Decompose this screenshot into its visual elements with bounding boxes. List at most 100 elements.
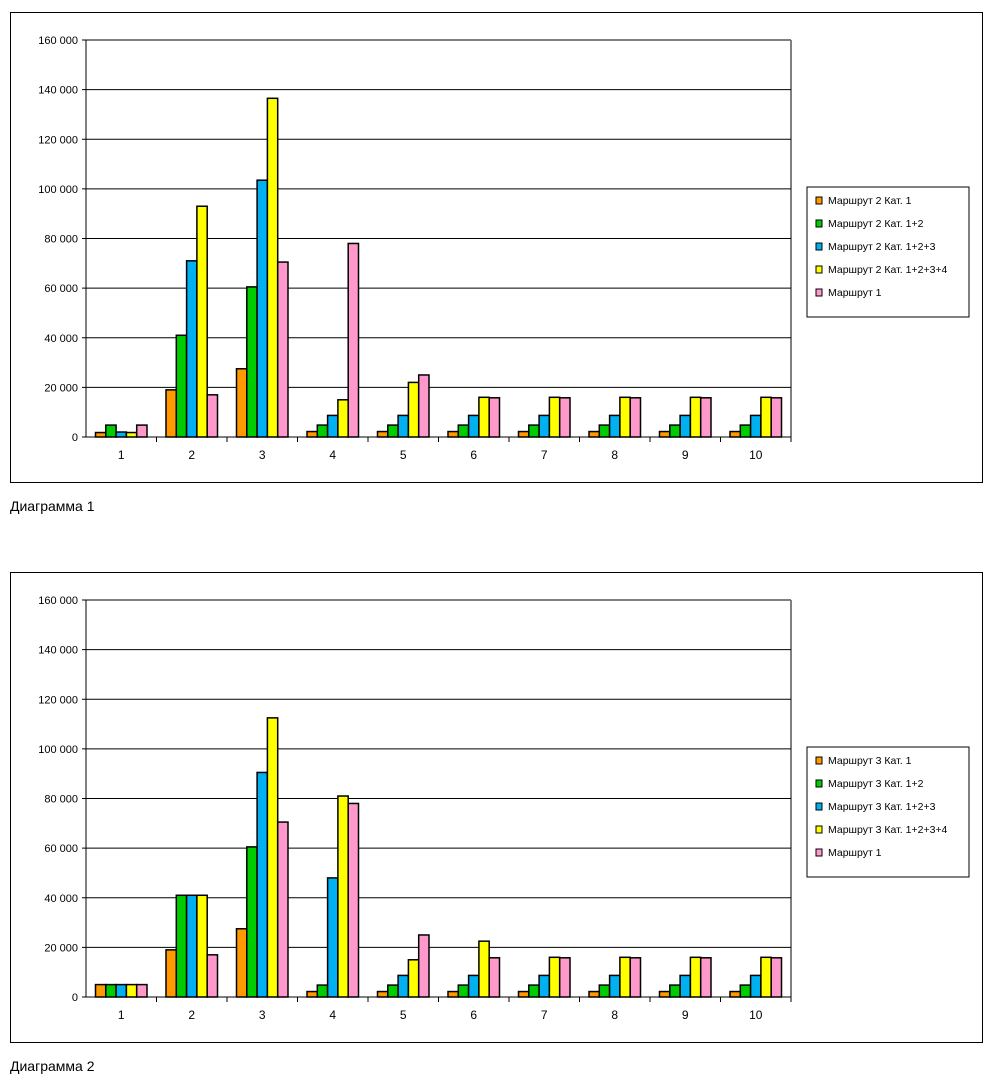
y-tick-label: 160 000 <box>38 595 78 607</box>
legend-label: Маршрут 2 Кат. 1+2+3 <box>828 241 936 253</box>
bar-1-cat-8 <box>588 990 601 998</box>
bar-3-cat-7 <box>538 974 551 998</box>
bar-3-cat-10 <box>749 414 762 438</box>
bar-2-cat-9 <box>669 984 681 998</box>
bar-3-cat-7 <box>538 414 551 438</box>
legend-label: Маршрут 3 Кат. 1+2+3+4 <box>828 824 948 836</box>
bar-4-cat-1 <box>125 983 138 998</box>
y-tick-label: 60 000 <box>44 843 78 855</box>
bar-4-cat-4 <box>337 795 349 998</box>
bar-1-cat-7 <box>517 990 530 998</box>
bar-3-cat-2 <box>185 894 198 998</box>
legend-label: Маршрут 3 Кат. 1+2+3 <box>828 801 936 813</box>
legend-label: Маршрут 2 Кат. 1+2+3+4 <box>828 264 948 276</box>
x-tick-label: 3 <box>259 448 266 462</box>
x-tick-label: 5 <box>400 448 407 462</box>
x-tick-label: 2 <box>188 448 195 462</box>
bar-3-cat-2 <box>185 260 198 438</box>
bar-5-cat-3 <box>276 821 289 998</box>
bar-3-cat-10 <box>749 974 762 998</box>
legend-box <box>806 746 970 878</box>
bar-3-cat-5 <box>397 414 410 438</box>
bar-2-cat-4 <box>316 424 329 438</box>
bar-3-cat-6 <box>467 414 480 438</box>
bar-2-cat-2 <box>175 334 188 438</box>
legend-swatch <box>815 825 823 834</box>
bar-3-cat-8 <box>608 974 621 998</box>
legend-swatch <box>815 265 823 274</box>
bar-4-cat-1 <box>125 431 138 438</box>
x-tick-label: 4 <box>329 1008 336 1022</box>
bar-4-cat-8 <box>619 396 631 438</box>
bar-5-cat-6 <box>488 957 501 998</box>
x-tick-label: 3 <box>259 1008 266 1022</box>
bar-3-cat-8 <box>608 414 621 438</box>
x-tick-label: 8 <box>611 448 618 462</box>
legend-label: Маршрут 1 <box>828 287 882 299</box>
bar-5-cat-4 <box>347 802 360 998</box>
bar-5-cat-10 <box>770 957 783 998</box>
bar-1-cat-4 <box>306 990 319 998</box>
bar-1-cat-9 <box>658 990 671 998</box>
bar-2-cat-4 <box>316 984 329 998</box>
x-tick-label: 9 <box>682 1008 689 1022</box>
bar-1-cat-6 <box>447 990 460 998</box>
y-tick-label: 20 000 <box>44 382 78 394</box>
bar-2-cat-3 <box>246 286 258 438</box>
y-tick-label: 40 000 <box>44 333 78 345</box>
bar-5-cat-2 <box>206 394 219 438</box>
bar-4-cat-9 <box>689 956 702 998</box>
bar-5-cat-10 <box>770 397 783 438</box>
bar-3-cat-1 <box>115 983 128 998</box>
x-tick-label: 7 <box>541 448 548 462</box>
bar-3-cat-3 <box>256 179 269 438</box>
bar-5-cat-1 <box>135 424 148 438</box>
bar-3-cat-4 <box>326 877 339 998</box>
y-tick-label: 80 000 <box>44 794 78 806</box>
bar-3-cat-5 <box>397 974 410 998</box>
bar-2-cat-9 <box>669 424 681 438</box>
bar-1-cat-10 <box>729 990 742 998</box>
y-tick-label: 120 000 <box>38 694 78 706</box>
bar-1-cat-10 <box>729 430 742 438</box>
bar-4-cat-3 <box>266 717 279 998</box>
bar-3-cat-9 <box>679 974 692 998</box>
legend-swatch <box>815 288 823 297</box>
bar-1-cat-2 <box>165 389 178 438</box>
bar-4-cat-2 <box>196 205 208 438</box>
x-tick-label: 1 <box>118 1008 125 1022</box>
bar-4-cat-6 <box>478 396 490 438</box>
chart-2-caption: Диаграмма 2 <box>10 1058 95 1074</box>
legend-box <box>806 186 970 318</box>
bar-5-cat-8 <box>629 957 642 998</box>
legend-swatch <box>815 242 823 251</box>
bar-1-cat-5 <box>376 990 389 998</box>
bar-4-cat-6 <box>478 940 490 998</box>
bar-1-cat-3 <box>235 368 248 438</box>
chart-1: 0 20 000 40 000 60 000 80 000 100 000 120 000 1… <box>38 35 970 462</box>
chart-2: 0 20 000 40 000 60 000 80 000 100 000 120 000 1… <box>38 595 970 1022</box>
bar-1-cat-6 <box>447 430 460 438</box>
y-tick-label: 140 000 <box>38 85 78 97</box>
bar-5-cat-9 <box>699 397 712 438</box>
bar-1-cat-1 <box>94 983 107 998</box>
bar-1-cat-8 <box>588 430 601 438</box>
bar-1-cat-7 <box>517 430 530 438</box>
bar-5-cat-8 <box>629 397 642 438</box>
legend-swatch <box>815 756 823 765</box>
y-tick-label: 120 000 <box>38 134 78 146</box>
y-tick-label: 160 000 <box>38 35 78 47</box>
bar-4-cat-10 <box>760 396 772 438</box>
legend-label: Маршрут 2 Кат. 1+2 <box>828 218 924 230</box>
bar-1-cat-3 <box>235 928 248 998</box>
bar-4-cat-5 <box>407 959 420 998</box>
bar-2-cat-3 <box>246 846 258 998</box>
bar-1-cat-2 <box>165 949 178 998</box>
bar-1-cat-4 <box>306 430 319 438</box>
y-tick-label: 80 000 <box>44 234 78 246</box>
legend-swatch <box>815 779 823 788</box>
legend-swatch <box>815 219 823 228</box>
bar-4-cat-2 <box>196 894 208 998</box>
bar-2-cat-1 <box>105 424 117 438</box>
bar-2-cat-5 <box>387 984 399 998</box>
